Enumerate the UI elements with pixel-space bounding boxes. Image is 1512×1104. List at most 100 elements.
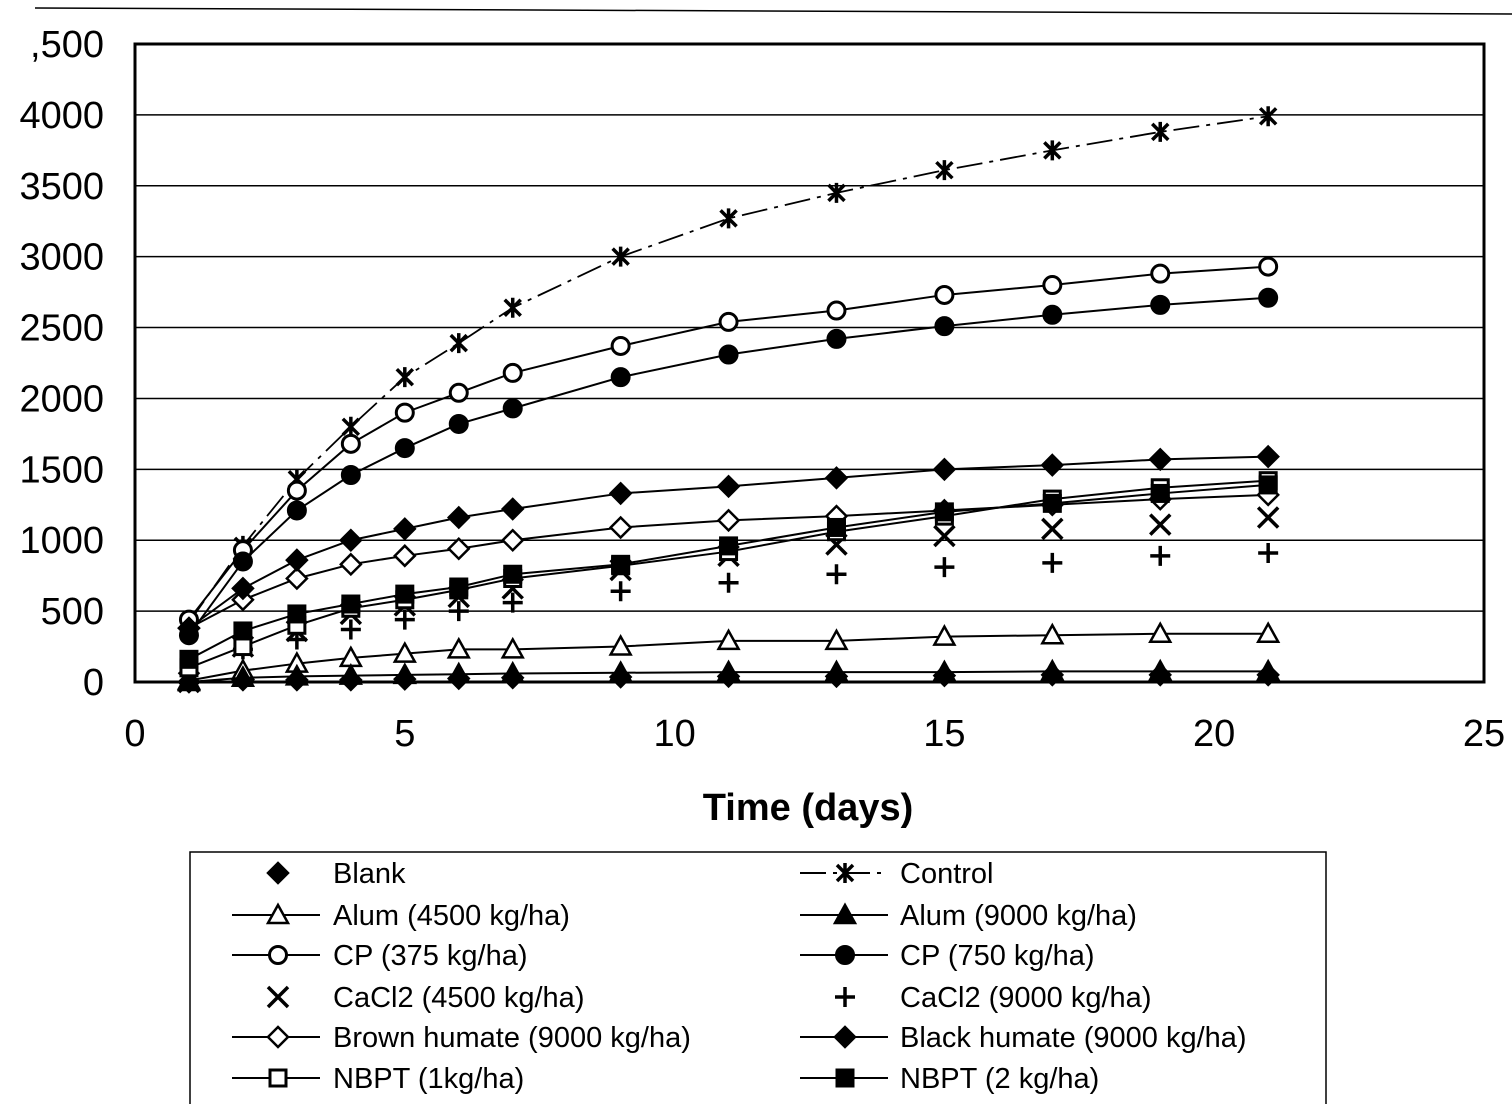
legend-marker	[835, 945, 855, 965]
y-tick-label: 3500	[19, 166, 104, 208]
data-point	[824, 466, 849, 490]
data-point	[340, 465, 361, 486]
data-point	[341, 416, 361, 437]
legend-item-cacl2-9000-kg-ha: CaCl2 (9000 kg/ha)	[835, 982, 1151, 1014]
legend-label: CaCl2 (4500 kg/ha)	[333, 982, 584, 1014]
legend-item-cp-375-kg-ha: CP (375 kg/ha)	[232, 940, 528, 972]
data-point	[395, 584, 415, 604]
data-point	[500, 528, 525, 552]
data-point	[338, 663, 363, 685]
y-tick-label: ,500	[30, 24, 104, 66]
data-point	[718, 572, 739, 593]
data-point	[1043, 140, 1062, 161]
data-point	[448, 382, 469, 403]
data-point	[287, 604, 307, 624]
data-point	[1148, 658, 1173, 681]
data-point	[284, 663, 310, 686]
legend-label: CaCl2 (9000 kg/ha)	[900, 982, 1151, 1014]
x-tick-label: 15	[923, 713, 965, 755]
y-tick-label: 1000	[19, 520, 104, 562]
data-point	[394, 402, 415, 423]
data-point	[1258, 475, 1278, 495]
data-point	[611, 246, 630, 267]
data-point	[1151, 121, 1170, 142]
y-tick-label: 1500	[19, 449, 104, 491]
data-point	[231, 576, 255, 601]
legend-marker	[266, 985, 290, 1009]
y-tick-label: 0	[83, 662, 104, 704]
data-point	[1148, 447, 1173, 472]
data-point	[1256, 658, 1281, 681]
x-tick-label: 10	[653, 713, 695, 755]
legend-item-alum-4500-kg-ha: Alum (4500 kg/ha)	[232, 900, 570, 932]
data-point	[448, 601, 469, 622]
data-point	[716, 508, 741, 533]
data-point	[608, 633, 633, 656]
x-tick-label: 25	[1463, 713, 1505, 755]
data-point	[233, 621, 253, 641]
data-point	[340, 433, 361, 454]
y-tick-label: 3000	[19, 237, 104, 279]
legend-item-nbpt-2-kg-ha: NBPT (2 kg/ha)	[800, 1063, 1099, 1095]
legend-item-control: Control	[800, 858, 994, 890]
data-point	[932, 624, 957, 646]
legend-marker	[835, 863, 855, 883]
series-cp-375-kg-ha	[178, 256, 1279, 630]
legend-item-cacl2-4500-kg-ha: CaCl2 (4500 kg/ha)	[266, 982, 584, 1014]
data-point	[340, 619, 361, 640]
data-point	[1150, 545, 1171, 566]
legend-item-blank: Blank	[266, 858, 406, 890]
series-black-humate-9000-kg-ha	[177, 444, 1280, 640]
series-cp-750-kg-ha	[178, 287, 1279, 646]
y-tick-label: 2000	[19, 378, 104, 420]
series-line	[188, 265, 1269, 621]
data-point	[716, 659, 741, 682]
legend-label: Blank	[333, 858, 406, 890]
data-point	[608, 481, 633, 506]
data-point	[339, 552, 363, 577]
data-point	[932, 457, 957, 482]
data-point	[1258, 287, 1279, 308]
data-point	[500, 660, 525, 683]
legend-marker	[268, 945, 288, 965]
x-tick-label: 20	[1193, 713, 1235, 755]
y-tick-label: 4000	[19, 95, 104, 137]
series-line	[188, 632, 1269, 682]
gridlines	[135, 43, 1484, 683]
data-point	[718, 344, 739, 365]
data-point	[824, 659, 849, 682]
x-tick-label: 5	[394, 713, 415, 755]
data-point	[446, 536, 471, 561]
series-line	[188, 670, 1269, 683]
legend-marker	[266, 1025, 290, 1049]
data-point	[393, 544, 417, 568]
legend-marker	[832, 902, 858, 925]
data-point	[1148, 621, 1173, 644]
series-nbpt-2-kg-ha	[179, 475, 1278, 669]
data-point	[610, 335, 631, 356]
data-point	[341, 594, 361, 614]
legend-label: CP (750 kg/ha)	[900, 940, 1095, 972]
data-point	[934, 502, 954, 522]
legend: Blank Control Alum (4500 kg/ha) Alum (9000 …	[232, 858, 1247, 1095]
data-point	[1256, 621, 1281, 644]
series-line	[188, 296, 1269, 636]
legend-marker	[835, 987, 855, 1007]
y-tick-label: 500	[41, 591, 104, 633]
data-point	[1042, 304, 1063, 325]
legend-marker	[265, 902, 291, 925]
data-point	[934, 316, 955, 337]
data-point	[934, 557, 955, 578]
data-point	[1042, 493, 1062, 513]
data-point	[449, 333, 468, 354]
data-point	[449, 577, 469, 597]
data-point	[1258, 542, 1279, 563]
data-point	[1258, 256, 1279, 277]
series-line	[188, 115, 1269, 623]
data-point	[502, 362, 523, 383]
series-alum-9000-kg-ha	[176, 658, 1281, 692]
data-point	[1150, 483, 1170, 503]
data-point	[608, 515, 633, 540]
data-point	[394, 438, 415, 459]
